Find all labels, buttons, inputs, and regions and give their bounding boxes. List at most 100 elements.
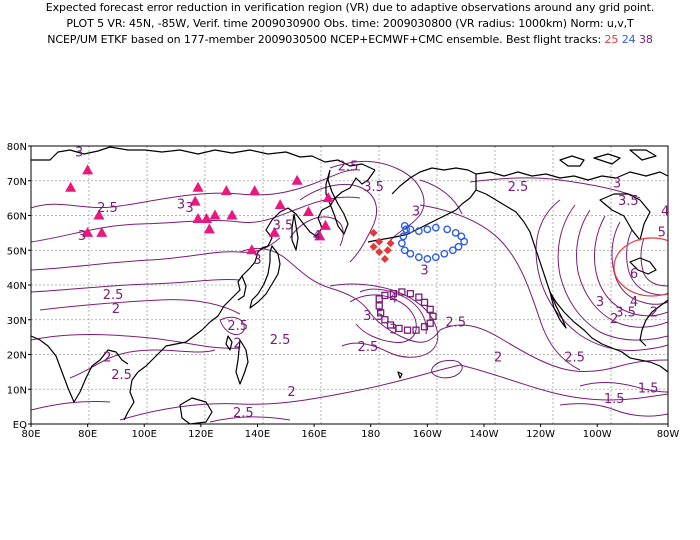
lat-tick-label: 20N — [7, 351, 27, 362]
coastline-alaska — [391, 167, 477, 237]
track-25-marker — [383, 246, 392, 255]
contour-label: 2 — [287, 385, 295, 400]
track-38-marker — [406, 290, 415, 298]
contour-label: 2.5 — [233, 406, 254, 421]
contour-label: 3 — [185, 201, 193, 216]
observation-site-marker — [220, 185, 232, 196]
coastline-mexico — [629, 357, 668, 373]
lon-tick-label: 180 — [361, 429, 380, 440]
observation-site-marker — [268, 226, 280, 237]
lon-tick-label: 140W — [469, 429, 498, 440]
track-24-marker — [400, 246, 409, 255]
coastline-sakhalin — [291, 213, 299, 251]
contour-line — [557, 204, 668, 341]
track-24-marker — [406, 249, 415, 258]
figure-header: Expected forecast error reduction in ver… — [0, 0, 700, 48]
contour-line — [209, 416, 291, 423]
contour-lines — [31, 160, 668, 423]
track-38-marker — [415, 293, 423, 301]
track-25-marker — [375, 237, 384, 246]
contour-label: 3 — [412, 205, 420, 220]
track-24-marker — [414, 253, 423, 262]
observation-site-marker — [274, 199, 286, 210]
contour-line — [31, 237, 281, 271]
track-38-marker — [376, 309, 385, 317]
track-38-marker — [386, 321, 395, 329]
contour-line — [39, 299, 241, 315]
lat-tick-label: 10N — [7, 385, 27, 396]
coastline-korea — [237, 275, 247, 301]
track-38-marker — [412, 326, 420, 334]
contour-line — [611, 221, 668, 305]
contour-label: 6 — [630, 267, 638, 282]
lat-tick-label: 30N — [7, 316, 27, 327]
contour-label: 3 — [253, 253, 261, 268]
coastline-india — [31, 335, 129, 403]
contour-line — [359, 288, 427, 335]
contour-line — [579, 381, 668, 393]
coastline-baja — [549, 291, 567, 329]
track-24-marker — [414, 227, 423, 236]
coastline-west-coast — [475, 189, 631, 359]
observation-site-marker — [209, 209, 221, 220]
contour-label: 5.5 — [658, 225, 679, 240]
contour-label: 3.5 — [618, 194, 639, 209]
flight-track-24 — [397, 222, 469, 263]
lat-tick-label: 40N — [7, 281, 27, 292]
observation-site-marker — [302, 206, 314, 217]
coastline-hudson-bay — [599, 193, 651, 241]
flight-track-38 — [375, 288, 437, 334]
contour-label: 2 — [650, 305, 658, 320]
contour-label: 2.5 — [564, 350, 585, 365]
lon-tick-label: 160W — [413, 429, 442, 440]
lon-tick-label: 120E — [188, 429, 213, 440]
contour-line — [559, 403, 668, 417]
verification-region-circle — [613, 237, 668, 297]
contour-label: 5 — [675, 208, 683, 223]
track-24-marker — [402, 225, 411, 234]
track-24-marker — [451, 228, 460, 237]
track-24-marker — [400, 222, 409, 230]
track-25-marker — [375, 247, 384, 256]
track-38-marker — [375, 302, 383, 310]
contour-label: 2.5 — [338, 159, 359, 174]
observation-site-marker — [65, 181, 77, 192]
track-38-marker — [381, 291, 389, 300]
contour-label: 3 — [75, 145, 83, 160]
observation-site-marker — [93, 209, 105, 220]
contour-label: 4 — [389, 291, 397, 306]
contour-line — [69, 349, 216, 379]
track-24-marker — [454, 242, 463, 251]
coastline-arctic-islands — [559, 149, 657, 167]
contour-line — [31, 401, 111, 411]
track-24-marker — [431, 223, 440, 232]
coastline-north-america — [475, 171, 668, 181]
observation-site-marker — [314, 230, 326, 241]
track-38-marker — [403, 326, 412, 334]
coastline-gulf-of-mexico — [639, 299, 668, 347]
coastline-asia-north — [31, 146, 376, 171]
contour-line — [31, 334, 241, 349]
track-24-marker — [399, 232, 408, 241]
observation-site-marker — [249, 185, 261, 196]
lat-tick-label: 70N — [7, 177, 27, 188]
contour-line — [419, 204, 581, 371]
header-line-2: PLOT 5 VR: 45N, -85W, Verif. time 200903… — [66, 17, 634, 30]
contour-label: 3.5 — [273, 218, 294, 233]
observation-site-marker — [291, 174, 303, 185]
contour-line — [239, 247, 441, 343]
contour-line — [219, 316, 245, 336]
contour-line — [119, 364, 461, 421]
track-24-number: 24 — [621, 33, 636, 46]
contour-label: 3 — [177, 198, 185, 213]
observation-site-marker — [203, 223, 215, 234]
coastline-aleutians — [367, 235, 401, 243]
contour-line — [576, 209, 668, 328]
lon-tick-label: 80E — [78, 429, 97, 440]
contour-label: 2.5 — [111, 368, 132, 383]
track-24-marker — [443, 225, 452, 234]
contour-line — [439, 324, 668, 373]
contour-label: 2.5 — [97, 201, 118, 216]
coastline-taiwan — [225, 335, 233, 351]
contour-line — [593, 215, 668, 317]
